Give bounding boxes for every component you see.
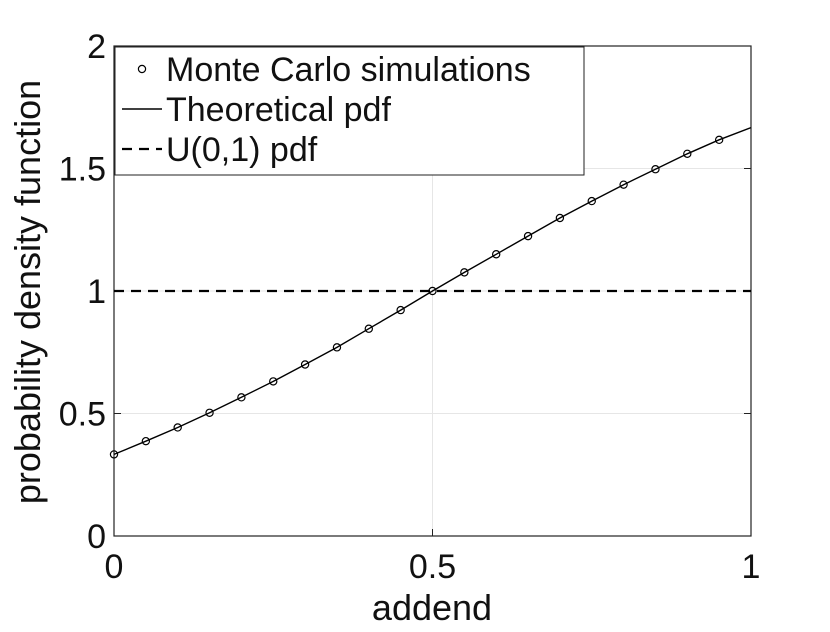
- legend-label: Monte Carlo simulations: [166, 51, 531, 89]
- mc-marker: [492, 250, 501, 259]
- mc-marker: [300, 360, 310, 369]
- mc-marker: [651, 165, 660, 174]
- mc-marker: [619, 180, 628, 189]
- legend-marker-icon: [137, 64, 147, 74]
- y-tick-label: 0.5: [59, 396, 106, 434]
- legend-label: U(0,1) pdf: [166, 131, 318, 169]
- mc-marker: [109, 450, 119, 459]
- mc-marker: [460, 268, 469, 277]
- mc-marker: [364, 324, 373, 333]
- y-tick-label: 1.5: [59, 151, 106, 189]
- tick-labels: 0 0.5 1 0 0.5 1 1.5 2: [59, 28, 761, 586]
- legend-box: [114, 46, 585, 176]
- x-axis-label: addend: [372, 587, 492, 628]
- x-tick-label: 0: [105, 548, 124, 586]
- mc-marker: [396, 305, 405, 315]
- theoretical-pdf-line: [113, 126, 752, 456]
- mc-marker: [523, 231, 533, 241]
- mc-marker: [332, 343, 342, 352]
- legend-label: Theoretical pdf: [166, 91, 391, 129]
- mc-marker: [173, 423, 182, 432]
- x-tick-label: 0.5: [409, 548, 456, 586]
- mc-marker: [205, 408, 214, 417]
- y-tick-label: 0: [87, 518, 106, 556]
- y-tick-label: 1: [87, 273, 106, 311]
- mc-marker: [714, 135, 724, 145]
- mc-marker: [237, 393, 246, 402]
- mc-marker: [141, 436, 151, 446]
- y-axis-label: probability density function: [7, 80, 48, 504]
- series-layer: [109, 126, 752, 459]
- mc-marker: [683, 149, 692, 158]
- mc-marker: [269, 377, 278, 386]
- x-tick-label: 1: [742, 548, 761, 586]
- y-tick-label: 2: [87, 28, 106, 66]
- mc-marker: [555, 213, 565, 223]
- mc-marker: [587, 196, 596, 206]
